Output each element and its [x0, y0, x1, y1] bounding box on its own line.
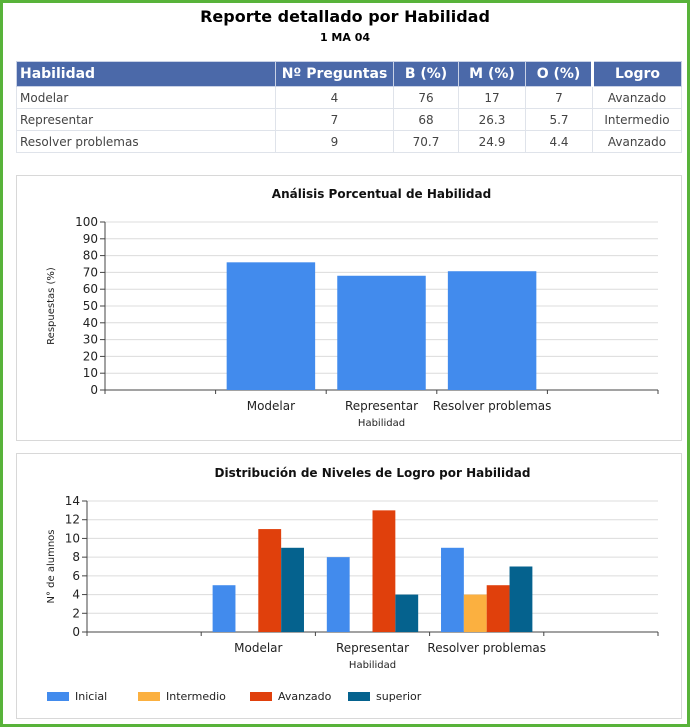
cell-logro: Intermedio: [592, 108, 682, 131]
cell-habilidad: Representar: [16, 108, 276, 131]
y-tick-label: 80: [83, 249, 98, 263]
y-tick-label: 12: [65, 513, 80, 527]
y-axis-label: Respuestas (%): [46, 267, 57, 345]
header-logro: Logro: [591, 61, 682, 87]
legend-swatch-avanzado: [250, 692, 272, 701]
bar-inicial: [441, 547, 464, 632]
bar-superior: [281, 547, 304, 632]
header-preguntas: Nº Preguntas: [275, 61, 394, 87]
cell-b: 68: [393, 108, 459, 131]
y-tick-label: 40: [83, 316, 98, 330]
bar-intermedio: [463, 594, 487, 632]
chart-title: Análisis Porcentual de Habilidad: [272, 187, 491, 201]
x-tick-label: Modelar: [247, 399, 295, 413]
cell-b: 70.7: [393, 130, 459, 153]
bar-avanzado: [372, 510, 396, 632]
header-habilidad: Habilidad: [16, 61, 276, 87]
y-tick-label: 30: [83, 333, 98, 347]
y-tick-label: 20: [83, 349, 98, 363]
cell-habilidad: Resolver problemas: [16, 130, 276, 153]
y-tick-label: 14: [65, 494, 80, 508]
y-tick-label: 6: [72, 569, 80, 583]
cell-logro: Avanzado: [592, 86, 682, 109]
bar-superior: [395, 594, 419, 632]
bar-avanzado: [486, 585, 510, 632]
levels-chart: Distribución de Niveles de Logro por Hab…: [46, 466, 659, 703]
y-tick-label: 60: [83, 282, 98, 296]
y-tick-label: 10: [65, 531, 80, 545]
cell-preguntas: 7: [275, 108, 394, 131]
cell-preguntas: 4: [275, 86, 394, 109]
percent-chart: Análisis Porcentual de Habilidad 0 10 20 30 4…: [46, 187, 659, 429]
y-tick-label: 8: [72, 550, 80, 564]
table-row: Modelar 4 76 17 7 Avanzado: [16, 86, 682, 109]
legend-label-avanzado: Avanzado: [278, 690, 332, 703]
bar: [447, 271, 537, 390]
x-tick-label: Modelar: [234, 641, 282, 655]
levels-chart-panel: Distribución de Niveles de Logro por Hab…: [16, 453, 682, 719]
x-tick-label: Resolver problemas: [427, 641, 546, 655]
y-tick-label: 100: [75, 215, 98, 229]
x-axis-label: Habilidad: [358, 418, 405, 429]
header-m: M (%): [458, 61, 526, 87]
table-row: Resolver problemas 9 70.7 24.9 4.4 Avanz…: [16, 130, 682, 153]
legend-label-superior: superior: [376, 690, 422, 703]
y-tick-label: 70: [83, 265, 98, 279]
bar-superior: [509, 566, 533, 632]
table-row: Representar 7 68 26.3 5.7 Intermedio: [16, 108, 682, 131]
report-title: Reporte detallado por Habilidad: [200, 7, 490, 26]
bar-inicial: [326, 557, 350, 632]
bar: [226, 262, 316, 390]
cell-m: 24.9: [458, 130, 526, 153]
report-subtitle: 1 MA 04: [319, 31, 371, 44]
legend-label-inicial: Inicial: [75, 690, 107, 703]
legend-label-intermedio: Intermedio: [166, 690, 226, 703]
legend-swatch-superior: [348, 692, 370, 701]
cell-b: 76: [393, 86, 459, 109]
cell-o: 5.7: [525, 108, 593, 131]
table-header-row: Habilidad Nº Preguntas B (%) M (%) O (%)…: [16, 61, 682, 87]
bar-avanzado: [258, 529, 282, 632]
y-tick-label: 10: [83, 366, 98, 380]
cell-o: 4.4: [525, 130, 593, 153]
legend-swatch-intermedio: [138, 692, 160, 701]
cell-m: 17: [458, 86, 526, 109]
cell-habilidad: Modelar: [16, 86, 276, 109]
bar: [337, 275, 426, 390]
chart-title: Distribución de Niveles de Logro por Hab…: [215, 466, 531, 480]
x-tick-label: Representar: [345, 399, 418, 413]
y-tick-label: 50: [83, 299, 98, 313]
header-o: O (%): [525, 61, 593, 87]
skills-table: Habilidad Nº Preguntas B (%) M (%) O (%)…: [16, 61, 682, 153]
legend-swatch-inicial: [47, 692, 69, 701]
y-tick-label: 0: [72, 625, 80, 639]
cell-preguntas: 9: [275, 130, 394, 153]
y-tick-label: 0: [90, 383, 98, 397]
cell-o: 7: [525, 86, 593, 109]
cell-m: 26.3: [458, 108, 526, 131]
bar-inicial: [212, 585, 236, 632]
y-tick-label: 4: [72, 588, 80, 602]
x-tick-label: Representar: [336, 641, 409, 655]
cell-logro: Avanzado: [592, 130, 682, 153]
x-axis-label: Habilidad: [349, 660, 396, 671]
y-tick-label: 2: [72, 606, 80, 620]
percent-chart-panel: Análisis Porcentual de Habilidad 0 10 20 30 4…: [16, 175, 682, 441]
x-tick-label: Resolver problemas: [433, 399, 552, 413]
y-axis-label: N° de alumnos: [46, 530, 57, 604]
y-tick-label: 90: [83, 232, 98, 246]
header-b: B (%): [393, 61, 459, 87]
